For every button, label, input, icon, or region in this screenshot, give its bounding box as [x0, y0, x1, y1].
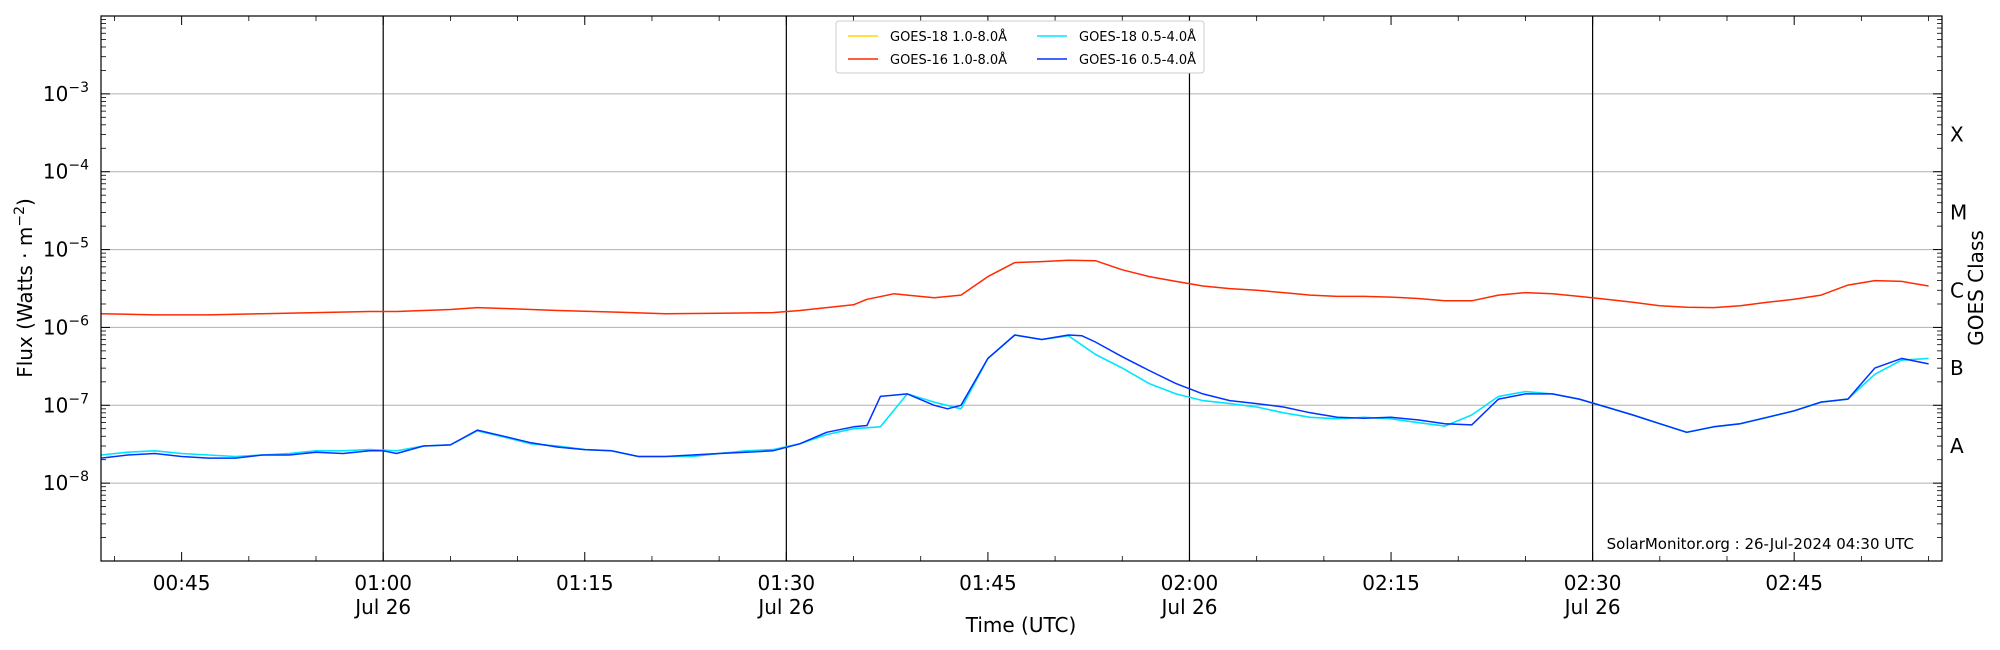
goes-class-label: B: [1950, 356, 1964, 380]
x-tick-date-label: Jul 26: [756, 595, 814, 619]
x-tick-label: 02:45: [1765, 571, 1823, 595]
x-tick-date-label: Jul 26: [1563, 595, 1621, 619]
y-tick-base: 10: [43, 82, 68, 106]
y-axis-title: Flux (Watts · m−2): [12, 198, 37, 378]
legend-label: GOES-18 1.0-8.0Å: [890, 29, 1007, 45]
series-line-3: [101, 259, 1929, 316]
x-axis-title: Time (UTC): [965, 613, 1077, 637]
legend: GOES-18 1.0-8.0Å GOES-18 0.5-4.0Å GOES-16 …: [835, 20, 1205, 74]
x-tick-label: 01:30: [758, 571, 816, 595]
y-tick-exponent: −3: [68, 80, 89, 96]
y-tick-label: 10−7: [43, 391, 89, 417]
x-tick-label: 02:15: [1362, 571, 1420, 595]
y-tick-label: 10−8: [43, 469, 89, 495]
right-axis-title: GOES Class: [1964, 230, 1988, 346]
legend-label: GOES-16 1.0-8.0Å: [890, 52, 1007, 68]
data-series: [101, 259, 1929, 459]
x-tick-date-label: Jul 26: [353, 595, 411, 619]
y-tick-exponent: −8: [68, 469, 89, 485]
series-line-4: [101, 334, 1929, 459]
x-tick-date-label: Jul 26: [1160, 595, 1218, 619]
day-marker-lines: [382, 16, 1594, 561]
x-tick-label: 01:00: [354, 571, 412, 595]
y-tick-base: 10: [43, 160, 68, 184]
goes-class-label: A: [1950, 434, 1964, 458]
y-tick-exponent: −7: [68, 391, 89, 407]
x-tick-label: 02:30: [1564, 571, 1622, 595]
x-tick-label: 02:00: [1161, 571, 1219, 595]
y-tick-base: 10: [43, 471, 68, 495]
y-axis-title-close: ): [13, 198, 37, 206]
y-tick-label: 10−4: [43, 158, 89, 184]
x-tick-label: 01:45: [959, 571, 1017, 595]
y-tick-label: 10−3: [43, 80, 89, 106]
goes-class-label: X: [1950, 123, 1964, 147]
goes-class-label: M: [1950, 200, 1967, 224]
credit-text: SolarMonitor.org : 26-Jul-2024 04:30 UTC: [1607, 535, 1914, 553]
y-axis-ticks: 10−810−710−610−510−410−3: [43, 19, 1942, 538]
legend-label: GOES-18 0.5-4.0Å: [1079, 29, 1196, 45]
y-tick-exponent: −5: [68, 236, 89, 252]
y-tick-base: 10: [43, 238, 68, 262]
horizontal-gridlines: [101, 93, 1942, 484]
x-tick-label: 00:45: [153, 571, 211, 595]
goes-class-label: C: [1950, 278, 1964, 302]
plot-frame: [100, 15, 1943, 562]
goes-class-labels: A B C M X: [1950, 123, 1967, 458]
y-tick-base: 10: [43, 315, 68, 339]
legend-box: [835, 20, 1205, 74]
y-tick-base: 10: [43, 393, 68, 417]
series-line-2: [101, 334, 1929, 458]
y-axis-title-exp: −2: [12, 206, 28, 227]
x-tick-label: 01:15: [556, 571, 614, 595]
y-tick-exponent: −6: [68, 313, 89, 329]
y-tick-label: 10−5: [43, 236, 89, 262]
legend-label: GOES-16 0.5-4.0Å: [1079, 52, 1196, 68]
y-axis-title-main: Flux (Watts · m: [13, 227, 37, 378]
y-tick-label: 10−6: [43, 313, 89, 339]
y-tick-exponent: −4: [68, 158, 89, 174]
